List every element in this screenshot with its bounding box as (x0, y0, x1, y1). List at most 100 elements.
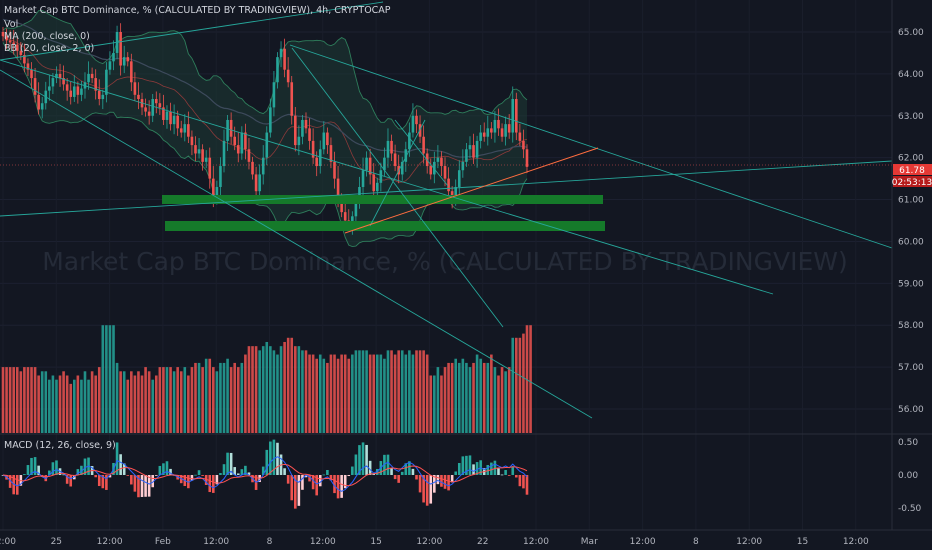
x-tick-label: 22 (477, 537, 488, 547)
macd-histogram-bar (493, 460, 497, 475)
candle-body (226, 119, 229, 141)
candle-body (393, 153, 397, 167)
candle-body (1, 32, 5, 37)
macd-histogram-bar (247, 472, 251, 475)
candle-body (372, 174, 376, 192)
candle-body (525, 149, 529, 167)
macd-histogram-bar (154, 475, 158, 476)
candle-body (486, 128, 490, 137)
macd-axis[interactable]: 0.50 0.00 -0.50 (898, 438, 922, 514)
support-trendline-orange[interactable] (344, 147, 599, 234)
volume-bar (507, 367, 511, 433)
y-tick-label: 60.00 (898, 237, 924, 247)
y-tick-label: 61.00 (898, 196, 924, 206)
candle-body (386, 140, 390, 158)
trendline-resistance[interactable] (289, 44, 893, 249)
volume-bar (158, 367, 162, 433)
trendline-top[interactable] (0, 1, 384, 61)
macd-histogram-bar (365, 444, 368, 475)
support-zone-lower[interactable] (165, 221, 605, 231)
trendline-cross[interactable] (369, 119, 426, 227)
volume-bar (33, 367, 37, 433)
candle-body (507, 124, 511, 133)
candle-body (315, 157, 318, 167)
macd-legend[interactable]: MACD (12, 26, close, 9) (4, 440, 116, 451)
volume-bar (48, 379, 51, 433)
candle-body (351, 216, 354, 225)
candle-body (33, 78, 37, 95)
candle-body (101, 94, 105, 100)
macd-histogram-bar (475, 462, 479, 475)
macd-histogram-bar (308, 475, 311, 482)
candle-body (329, 145, 333, 162)
volume-bar (457, 362, 461, 433)
candle-body (201, 149, 204, 162)
volume-bar (272, 350, 276, 433)
macd-histogram-bar (215, 475, 219, 485)
trendline-steep[interactable] (291, 47, 504, 328)
volume-bar (44, 371, 48, 433)
candle-body (272, 82, 276, 108)
support-zone-upper[interactable] (162, 195, 603, 204)
volume-legend[interactable]: Vol (4, 19, 18, 30)
macd-histogram-bar (194, 474, 197, 476)
volume-bar (351, 354, 354, 433)
macd-histogram-bar (304, 475, 308, 478)
volume-bar (119, 371, 122, 433)
macd-tick-label: 0.50 (898, 438, 918, 448)
volume-bar (365, 350, 368, 433)
volume-bar (40, 371, 44, 433)
candle-body (276, 57, 279, 83)
volume-bar (529, 325, 532, 433)
macd-histogram-bar (105, 475, 108, 490)
volume-bar (304, 350, 308, 433)
candle-body (94, 78, 97, 91)
macd-histogram-bar (169, 468, 172, 475)
trendline-horizontal[interactable] (0, 160, 893, 217)
macd-histogram-bar (12, 475, 15, 495)
volume-bar (80, 379, 83, 433)
candle-body (69, 90, 73, 97)
macd-histogram-bar (443, 475, 447, 489)
bb-legend[interactable]: BB (20, close, 2, 0) (4, 43, 94, 54)
volume-bar (447, 362, 450, 433)
candle-body (504, 124, 507, 137)
macd-histogram-bar (397, 475, 400, 483)
candle-body (130, 61, 133, 83)
candle-body (479, 132, 482, 141)
volume-bar (62, 371, 65, 433)
candle-body (475, 140, 479, 158)
trendline-cross-2[interactable] (394, 119, 449, 187)
volume-bar (479, 358, 482, 433)
candle-body (162, 107, 165, 120)
macd-histogram-bar (507, 475, 511, 476)
candle-body (215, 186, 219, 200)
volume-bar (329, 354, 333, 433)
candle-body (151, 99, 155, 116)
macd-histogram-bar (222, 464, 226, 475)
trendline-channel-upper[interactable] (0, 59, 774, 295)
candle-body (326, 132, 329, 146)
macd-histogram-bar (375, 468, 379, 475)
volume-bar (297, 346, 301, 433)
candle-body (433, 161, 436, 175)
volume-bar (258, 350, 261, 433)
candle-body (48, 86, 51, 91)
x-tick-label: 15 (797, 537, 808, 547)
price-axis[interactable]: 65.00 64.00 63.00 62.00 61.00 60.00 59.00 58.00… (898, 28, 924, 415)
trendline-channel-lower[interactable] (0, 69, 593, 419)
macd-histogram-bar (515, 475, 518, 478)
volume-bar (101, 325, 105, 433)
time-axis[interactable]: 12:00 25 12:00 Feb 12:00 8 12:00 15 12:00 22 12:00… (0, 537, 869, 547)
volume-bar (283, 341, 286, 433)
candle-body (112, 52, 115, 62)
volume-bar (522, 333, 525, 433)
volume-bar (94, 375, 97, 433)
chart-title[interactable]: Market Cap BTC Dominance, % (CALCULATED … (4, 5, 391, 16)
macd-histogram-bar (204, 475, 208, 485)
candle-body (233, 136, 237, 146)
macd-histogram-bar (440, 475, 443, 487)
ma-legend[interactable]: MA (200, close, 0) (4, 31, 90, 42)
candle-body (90, 73, 94, 79)
